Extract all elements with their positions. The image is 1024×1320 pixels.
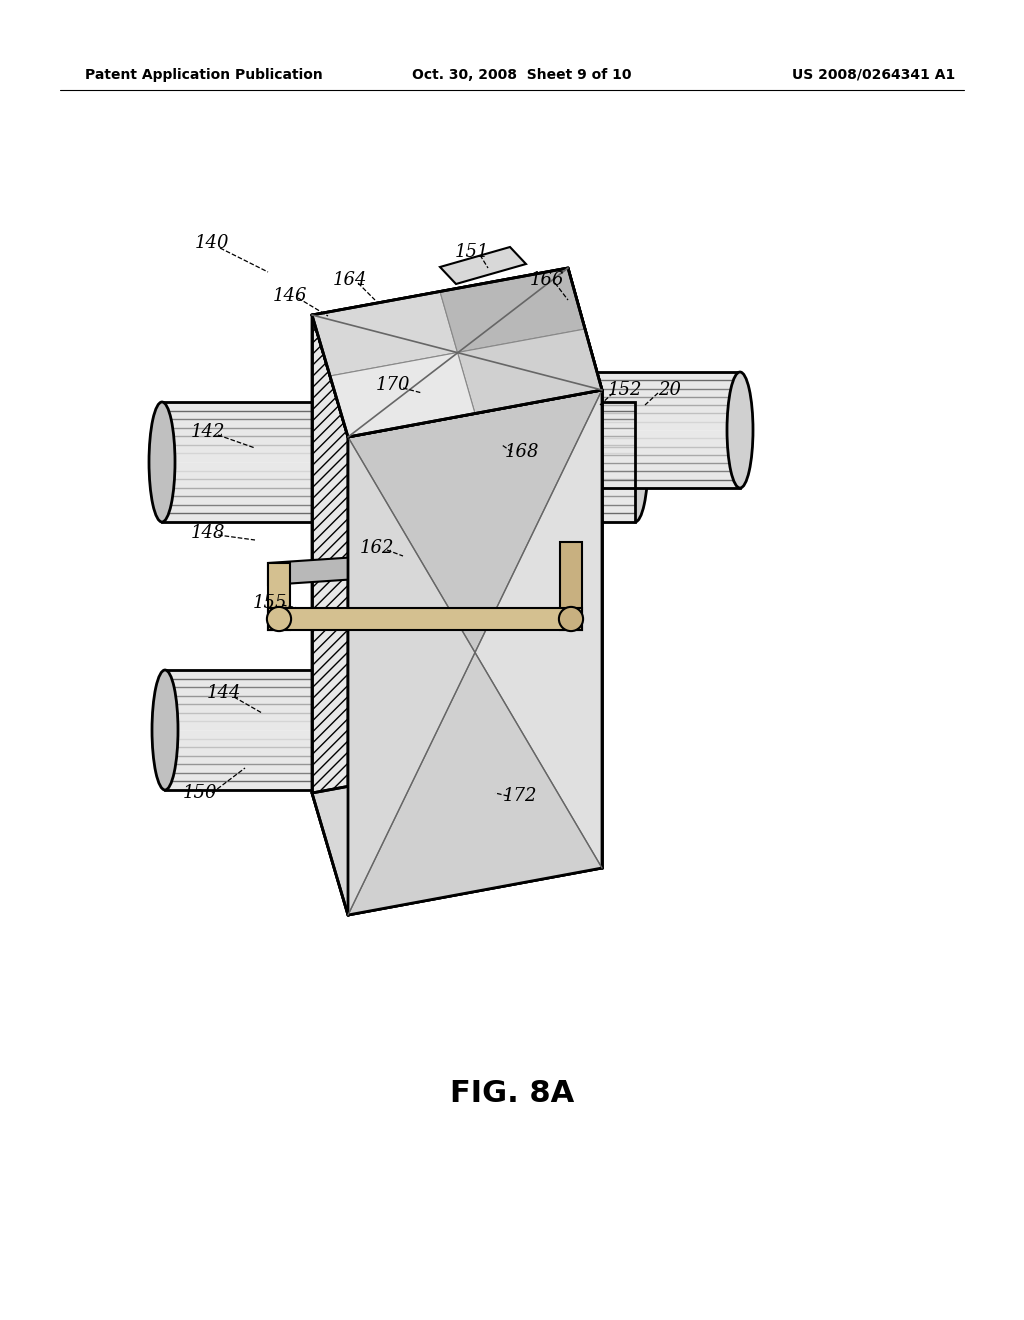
Polygon shape: [348, 437, 475, 915]
Ellipse shape: [559, 607, 583, 631]
Text: Oct. 30, 2008  Sheet 9 of 10: Oct. 30, 2008 Sheet 9 of 10: [412, 69, 632, 82]
Text: 166: 166: [529, 271, 564, 289]
Text: 146: 146: [272, 286, 307, 305]
Text: 144: 144: [207, 684, 242, 702]
Polygon shape: [162, 403, 635, 521]
Polygon shape: [312, 268, 602, 437]
Text: 152: 152: [608, 381, 642, 399]
Polygon shape: [568, 268, 602, 869]
Polygon shape: [312, 292, 458, 376]
Polygon shape: [312, 315, 348, 915]
Text: Patent Application Publication: Patent Application Publication: [85, 69, 323, 82]
Polygon shape: [268, 564, 290, 630]
Ellipse shape: [727, 372, 753, 488]
Text: 150: 150: [182, 784, 217, 803]
Ellipse shape: [622, 403, 648, 521]
Ellipse shape: [150, 403, 175, 521]
Text: 155: 155: [253, 594, 288, 612]
Polygon shape: [348, 389, 602, 915]
Polygon shape: [560, 543, 582, 630]
Polygon shape: [330, 352, 475, 437]
Ellipse shape: [527, 372, 553, 488]
Polygon shape: [540, 372, 740, 488]
Ellipse shape: [152, 671, 178, 789]
Text: 148: 148: [190, 524, 225, 543]
Text: 164: 164: [333, 271, 368, 289]
Text: 170: 170: [376, 376, 411, 393]
Text: FIG. 8A: FIG. 8A: [450, 1078, 574, 1107]
Polygon shape: [312, 746, 602, 915]
Polygon shape: [440, 268, 585, 352]
Polygon shape: [268, 609, 582, 630]
Polygon shape: [348, 652, 602, 915]
Polygon shape: [475, 389, 602, 869]
Ellipse shape: [477, 671, 503, 789]
Polygon shape: [165, 671, 490, 789]
Text: US 2008/0264341 A1: US 2008/0264341 A1: [792, 69, 955, 82]
Polygon shape: [458, 329, 602, 413]
Text: 20: 20: [658, 381, 682, 399]
Ellipse shape: [267, 607, 291, 631]
Text: 142: 142: [190, 422, 225, 441]
Text: 151: 151: [455, 243, 489, 261]
Polygon shape: [268, 543, 582, 585]
Polygon shape: [348, 389, 602, 652]
Text: 140: 140: [195, 234, 229, 252]
Text: 162: 162: [359, 539, 394, 557]
Text: 172: 172: [503, 787, 538, 805]
Text: 168: 168: [505, 444, 540, 461]
Polygon shape: [440, 247, 526, 284]
